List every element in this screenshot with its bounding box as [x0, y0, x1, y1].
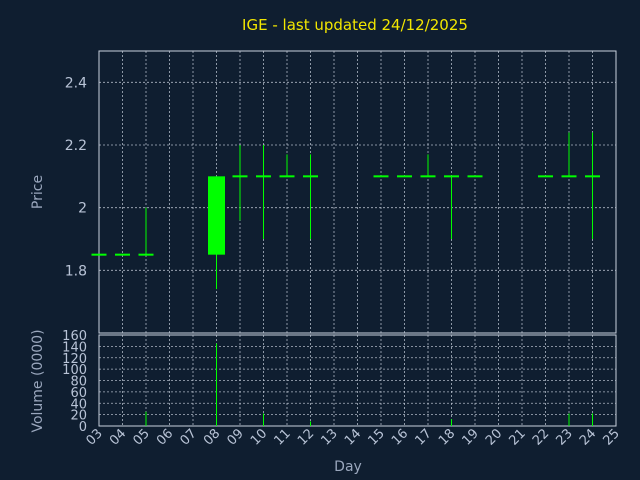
volume-tick-label: 140	[62, 340, 87, 355]
x-tick-label: 18	[436, 426, 458, 448]
volume-axis-label: Volume (0000)	[30, 329, 46, 432]
candle-body	[279, 175, 295, 178]
x-tick-label: 11	[272, 426, 294, 448]
x-tick-label: 15	[366, 426, 388, 448]
price-plot-frame	[98, 50, 617, 334]
candle-body	[208, 176, 225, 255]
candle-body	[467, 175, 483, 178]
candle-body	[115, 253, 130, 256]
volume-tick-label: 100	[62, 363, 87, 378]
volume-tick-label: 80	[70, 375, 87, 390]
price-axis-label: Price	[30, 175, 46, 209]
candle-body	[444, 175, 459, 178]
price-tick-label: 2	[78, 201, 87, 217]
x-tick-label: 10	[248, 426, 270, 448]
price-panel: 1.8 2 2.2 2.4	[65, 50, 617, 334]
x-tick-label: 04	[107, 426, 129, 448]
x-tick-label: 08	[201, 426, 223, 448]
price-tick-label: 1.8	[65, 263, 87, 279]
candle-body	[91, 253, 107, 256]
chart-title: IGE - last updated 24/12/2025	[242, 16, 468, 34]
x-tick-label: 25	[601, 426, 623, 448]
candle-body	[420, 175, 436, 178]
x-tick-label: 20	[483, 426, 505, 448]
price-tick-label: 2.2	[65, 138, 87, 154]
volume-tick-label: 0	[79, 420, 87, 435]
candle-body	[397, 175, 412, 178]
x-tick-label: 07	[178, 426, 200, 448]
x-tick-label: 16	[389, 426, 411, 448]
x-tick-label: 09	[225, 426, 247, 448]
x-tick-label: 14	[342, 426, 364, 448]
volume-tick-label: 60	[70, 386, 87, 401]
candle-body	[538, 175, 553, 178]
volume-plot-frame	[98, 334, 617, 427]
x-tick-label: 17	[413, 426, 435, 448]
x-tick-label: 21	[507, 426, 529, 448]
volume-tick-label: 20	[70, 409, 87, 424]
x-axis-label: Day	[334, 459, 362, 475]
candle-body	[256, 175, 271, 178]
candle-body	[232, 175, 248, 178]
candle-body	[138, 253, 154, 256]
volume-tick-label: 160	[62, 329, 87, 344]
x-tick-label: 23	[554, 426, 576, 448]
x-tick-label: 12	[295, 426, 317, 448]
x-tick-label: 13	[319, 426, 341, 448]
x-tick-label: 22	[530, 426, 552, 448]
volume-tick-label: 40	[70, 397, 87, 412]
volume-tick-label: 120	[62, 352, 87, 367]
candle-body	[373, 175, 389, 178]
x-tick-label: 19	[460, 426, 482, 448]
price-tick-label: 2.4	[65, 75, 87, 91]
x-tick-label: 24	[577, 426, 599, 448]
candle-body	[561, 175, 577, 178]
x-tick-label: 05	[131, 426, 153, 448]
x-tick-label: 06	[154, 426, 176, 448]
candle-body	[303, 175, 318, 178]
candle-body	[585, 175, 600, 178]
